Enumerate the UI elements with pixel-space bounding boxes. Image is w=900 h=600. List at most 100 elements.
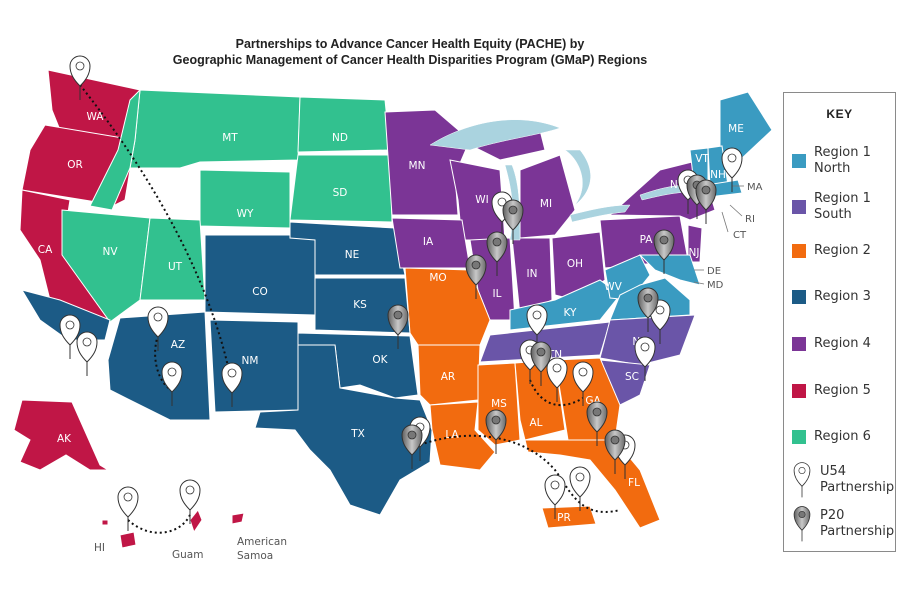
label-nh: NH (710, 169, 726, 181)
label-wa: WA (87, 111, 105, 123)
map-title-line2: Geographic Management of Cancer Health D… (172, 53, 648, 67)
state-mt (129, 89, 301, 169)
region-3-shapes (20, 221, 433, 516)
p20-pin-icon (793, 506, 811, 542)
state-ar (417, 344, 481, 406)
label-mo: MO (429, 272, 446, 284)
label-samoa-1: American (237, 536, 287, 548)
label-ct: CT (733, 230, 747, 241)
label-mi: MI (540, 198, 552, 210)
key-label-region-4: Region 4 (814, 336, 871, 351)
map-key: KEY Region 1 North Region 1 South Region… (783, 92, 896, 552)
label-in: IN (527, 268, 538, 280)
label-me: ME (728, 123, 744, 135)
label-nm: NM (242, 355, 259, 367)
state-co (204, 234, 316, 316)
u54-pin-hi (117, 486, 139, 532)
key-label-region-6: Region 6 (814, 429, 871, 444)
label-ut: UT (168, 261, 183, 273)
label-nd: ND (332, 132, 348, 144)
label-id: ID (142, 184, 153, 196)
state-id (89, 88, 141, 211)
key-item-region-6: Region 6 (792, 429, 898, 445)
label-ok: OK (372, 354, 388, 366)
key-swatch-region-1-south (792, 200, 806, 214)
label-ca: CA (38, 244, 53, 256)
key-title: KEY (826, 107, 853, 121)
label-ms: MS (491, 398, 507, 410)
label-pa: PA (640, 234, 654, 246)
label-oh: OH (567, 258, 583, 270)
map-title-line1: Partnerships to Advance Cancer Health Eq… (235, 37, 585, 51)
label-wy: WY (237, 208, 254, 220)
label-pr: PR (557, 512, 571, 524)
label-fl: FL (628, 477, 640, 489)
key-item-region-5: Region 5 (792, 383, 898, 399)
state-ak (13, 399, 110, 471)
label-nv: NV (102, 246, 118, 258)
key-label-region-3: Region 3 (814, 289, 871, 304)
label-ak: AK (57, 433, 72, 445)
label-tx: TX (350, 428, 365, 440)
key-item-u54: U54 Partnership (792, 461, 900, 499)
key-label-region-1-south: Region 1 South (814, 191, 871, 222)
state-in (511, 237, 553, 316)
region-6-shapes (61, 88, 393, 323)
state-ut (139, 217, 206, 301)
key-label-u54: U54 Partnership (820, 464, 895, 495)
key-swatch-region-4 (792, 337, 806, 351)
label-ks: KS (353, 299, 367, 311)
label-il: IL (493, 288, 502, 300)
label-ky: KY (564, 307, 578, 319)
label-sc: SC (625, 371, 639, 383)
key-item-region-2: Region 2 (792, 243, 898, 259)
u54-pin-icon (793, 462, 811, 498)
map-title: Partnerships to Advance Cancer Health Eq… (80, 36, 740, 68)
state-hi (119, 531, 137, 549)
key-label-p20: P20 Partnership (820, 508, 895, 539)
state-sd (289, 154, 393, 223)
label-mt: MT (222, 132, 238, 144)
key-item-region-1-north: Region 1 North (792, 145, 898, 177)
label-guam: Guam (172, 549, 203, 561)
label-ri: RI (745, 214, 755, 225)
key-item-region-3: Region 3 (792, 289, 898, 305)
u54-pin-ca-2 (76, 331, 98, 377)
u54-pin-pr-2 (569, 466, 591, 512)
key-swatch-region-1-north (792, 154, 806, 168)
key-swatch-region-2 (792, 244, 806, 258)
state-tn (479, 321, 611, 363)
state-nj (687, 224, 703, 263)
state-tx (254, 344, 433, 516)
key-label-region-1-north: Region 1 North (814, 145, 871, 176)
state-ca-south (20, 289, 111, 341)
key-swatch-region-6 (792, 430, 806, 444)
state-hi-small (101, 519, 109, 526)
label-ne: NE (345, 249, 360, 261)
key-item-region-4: Region 4 (792, 336, 898, 352)
label-ma: MA (747, 182, 763, 193)
label-az: AZ (171, 339, 185, 351)
label-nj: NJ (689, 247, 700, 259)
label-ar: AR (441, 371, 455, 383)
label-samoa-2: Samoa (237, 550, 273, 562)
guam-shape (189, 509, 203, 534)
label-la: LA (445, 429, 459, 441)
key-item-region-1-south: Region 1 South (792, 191, 898, 223)
label-ia: IA (423, 236, 434, 248)
label-vt: VT (695, 153, 709, 165)
label-al: AL (529, 417, 542, 429)
label-co: CO (252, 286, 268, 298)
samoa-shape (231, 512, 245, 525)
label-or: OR (67, 159, 83, 171)
state-nv (61, 209, 151, 323)
state-md (638, 254, 701, 286)
key-item-p20: P20 Partnership (792, 505, 900, 543)
label-hi: HI (94, 542, 105, 554)
state-mi (519, 154, 576, 239)
key-label-region-5: Region 5 (814, 383, 871, 398)
label-wv: WV (604, 281, 622, 293)
label-mn: MN (409, 160, 426, 172)
label-sd: SD (333, 187, 348, 199)
